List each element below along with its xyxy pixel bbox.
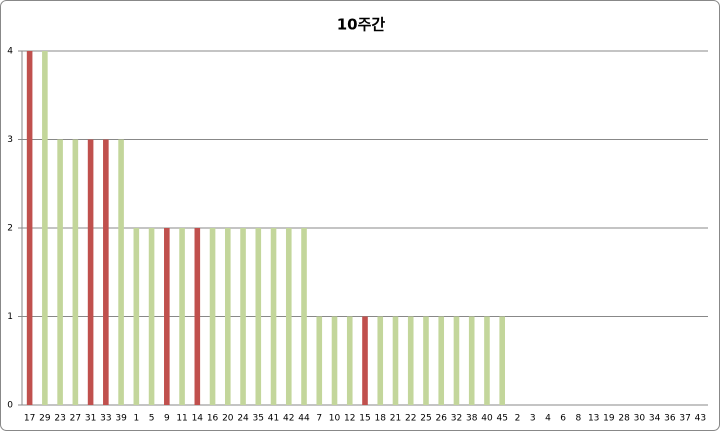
bar [87, 139, 94, 405]
x-tick-label: 16 [207, 414, 219, 424]
bar [346, 316, 353, 405]
bar [240, 228, 246, 405]
bar [255, 228, 262, 405]
x-tick-label: 30 [634, 414, 646, 424]
x-tick-label: 14 [192, 414, 204, 424]
bar [164, 228, 170, 405]
x-tick-label: 8 [576, 414, 582, 424]
bar [133, 228, 140, 405]
bar [377, 316, 384, 405]
bar [179, 228, 185, 405]
y-tick-label: 0 [7, 401, 13, 411]
x-tick-label: 13 [588, 414, 599, 424]
bar [148, 228, 155, 405]
bar [26, 51, 33, 405]
bar [392, 316, 399, 405]
x-tick-label: 9 [164, 414, 170, 424]
bar [362, 316, 368, 405]
bar [407, 316, 414, 405]
bar [209, 228, 216, 405]
bar [484, 316, 490, 405]
x-tick-label: 18 [375, 414, 387, 424]
bar [301, 228, 307, 405]
x-tick-label: 33 [100, 414, 111, 424]
x-tick-label: 21 [390, 414, 401, 424]
bar [72, 139, 79, 405]
x-tick-label: 25 [420, 414, 431, 424]
bar [453, 316, 460, 405]
bar [194, 228, 201, 405]
x-tick-label: 32 [451, 414, 462, 424]
chart-title: 10주간 [337, 16, 386, 34]
x-tick-label: 38 [466, 414, 478, 424]
x-tick-label: 15 [359, 414, 370, 424]
x-tick-label: 4 [545, 414, 551, 424]
x-tick-label: 37 [679, 414, 690, 424]
x-tick-label: 19 [603, 414, 615, 424]
x-tick-label: 39 [115, 414, 127, 424]
bar [118, 139, 124, 405]
x-tick-label: 1 [133, 414, 139, 424]
bar [316, 316, 323, 405]
y-tick-label: 2 [7, 224, 13, 234]
x-tick-label: 23 [54, 414, 65, 424]
x-tick-label: 45 [496, 414, 507, 424]
x-tick-label: 43 [695, 414, 706, 424]
bar [225, 228, 231, 405]
x-tick-label: 12 [344, 414, 355, 424]
x-tick-label: 29 [39, 414, 51, 424]
x-tick-label: 36 [664, 414, 676, 424]
y-tick-label: 3 [7, 135, 13, 145]
x-tick-label: 28 [618, 414, 630, 424]
bar [103, 139, 109, 405]
x-tick-label: 27 [70, 414, 81, 424]
bar [270, 228, 277, 405]
bar [331, 316, 338, 405]
bar [438, 316, 445, 405]
x-tick-label: 2 [515, 414, 521, 424]
x-tick-label: 10 [329, 414, 341, 424]
x-tick-label: 26 [435, 414, 447, 424]
x-tick-label: 24 [237, 414, 249, 424]
x-tick-label: 20 [222, 414, 234, 424]
bar [423, 316, 429, 405]
x-tick-label: 41 [268, 414, 279, 424]
x-tick-label: 42 [283, 414, 294, 424]
bar [499, 316, 505, 405]
x-tick-label: 35 [253, 414, 264, 424]
x-tick-label: 31 [85, 414, 96, 424]
x-tick-label: 34 [649, 414, 661, 424]
bar [468, 316, 475, 405]
x-tick-label: 17 [24, 414, 35, 424]
x-tick-label: 40 [481, 414, 493, 424]
x-tick-label: 44 [298, 414, 310, 424]
x-tick-label: 6 [560, 414, 566, 424]
bar [285, 228, 292, 405]
x-tick-label: 11 [176, 414, 187, 424]
x-tick-label: 5 [149, 414, 155, 424]
bar [42, 51, 48, 405]
x-tick-label: 22 [405, 414, 416, 424]
x-tick-label: 3 [530, 414, 536, 424]
x-tick-label: 7 [316, 414, 322, 424]
y-tick-label: 4 [7, 47, 13, 57]
y-tick-label: 1 [7, 312, 13, 322]
bar [57, 139, 63, 405]
